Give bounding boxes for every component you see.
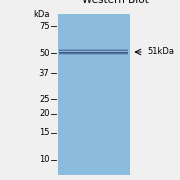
Text: kDa: kDa xyxy=(33,10,50,19)
Text: 10: 10 xyxy=(39,155,50,164)
Text: 15: 15 xyxy=(39,129,50,138)
Text: Western Blot: Western Blot xyxy=(82,0,148,5)
Text: 37: 37 xyxy=(39,69,50,78)
Bar xyxy=(58,14,130,175)
Text: 50: 50 xyxy=(39,49,50,58)
Text: 25: 25 xyxy=(39,95,50,104)
Text: 75: 75 xyxy=(39,22,50,31)
Text: 20: 20 xyxy=(39,109,50,118)
Text: 51kDa: 51kDa xyxy=(148,48,175,57)
